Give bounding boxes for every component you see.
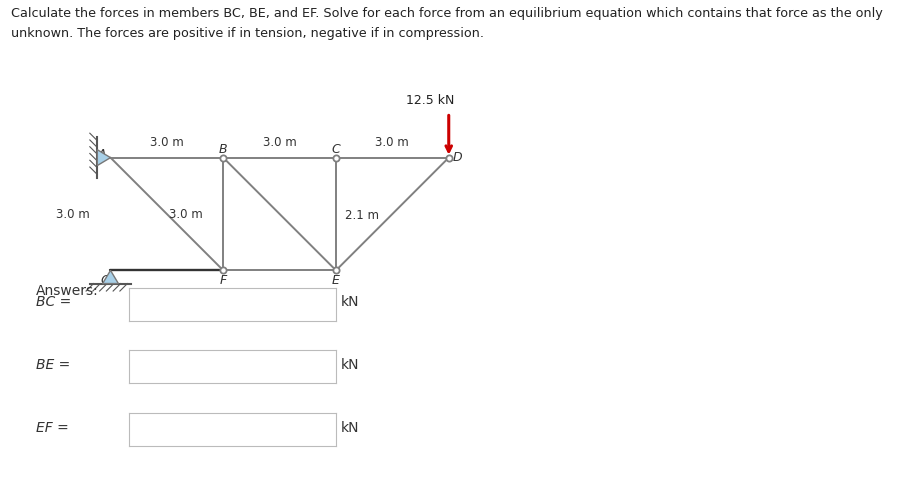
Text: Calculate the forces in members BC, BE, and EF. Solve for each force from an equ: Calculate the forces in members BC, BE, … bbox=[11, 7, 882, 20]
Text: 3.0 m: 3.0 m bbox=[56, 208, 90, 220]
Text: A: A bbox=[98, 148, 106, 161]
Polygon shape bbox=[103, 270, 118, 283]
Text: 3.0 m: 3.0 m bbox=[150, 136, 184, 149]
Text: i: i bbox=[114, 360, 119, 374]
Text: kN: kN bbox=[341, 358, 360, 372]
Text: kN: kN bbox=[341, 420, 360, 435]
Text: i: i bbox=[114, 297, 119, 311]
Text: unknown. The forces are positive if in tension, negative if in compression.: unknown. The forces are positive if in t… bbox=[11, 27, 483, 40]
Text: kN: kN bbox=[341, 295, 360, 309]
Text: G: G bbox=[100, 274, 110, 287]
Text: 12.5 kN: 12.5 kN bbox=[406, 94, 454, 107]
Polygon shape bbox=[97, 150, 111, 165]
Text: 2.1 m: 2.1 m bbox=[345, 209, 380, 222]
Text: D: D bbox=[452, 151, 462, 164]
Text: EF =: EF = bbox=[36, 420, 69, 435]
Text: 3.0 m: 3.0 m bbox=[375, 136, 410, 149]
Text: BE =: BE = bbox=[36, 358, 70, 372]
Text: E: E bbox=[332, 274, 340, 287]
Text: 3.0 m: 3.0 m bbox=[169, 208, 203, 220]
Text: C: C bbox=[332, 143, 340, 156]
Text: i: i bbox=[114, 422, 119, 437]
Text: 3.0 m: 3.0 m bbox=[262, 136, 297, 149]
Text: F: F bbox=[219, 274, 227, 287]
Text: BC =: BC = bbox=[36, 295, 71, 309]
Text: B: B bbox=[219, 143, 227, 156]
Text: Answers:: Answers: bbox=[36, 284, 99, 298]
